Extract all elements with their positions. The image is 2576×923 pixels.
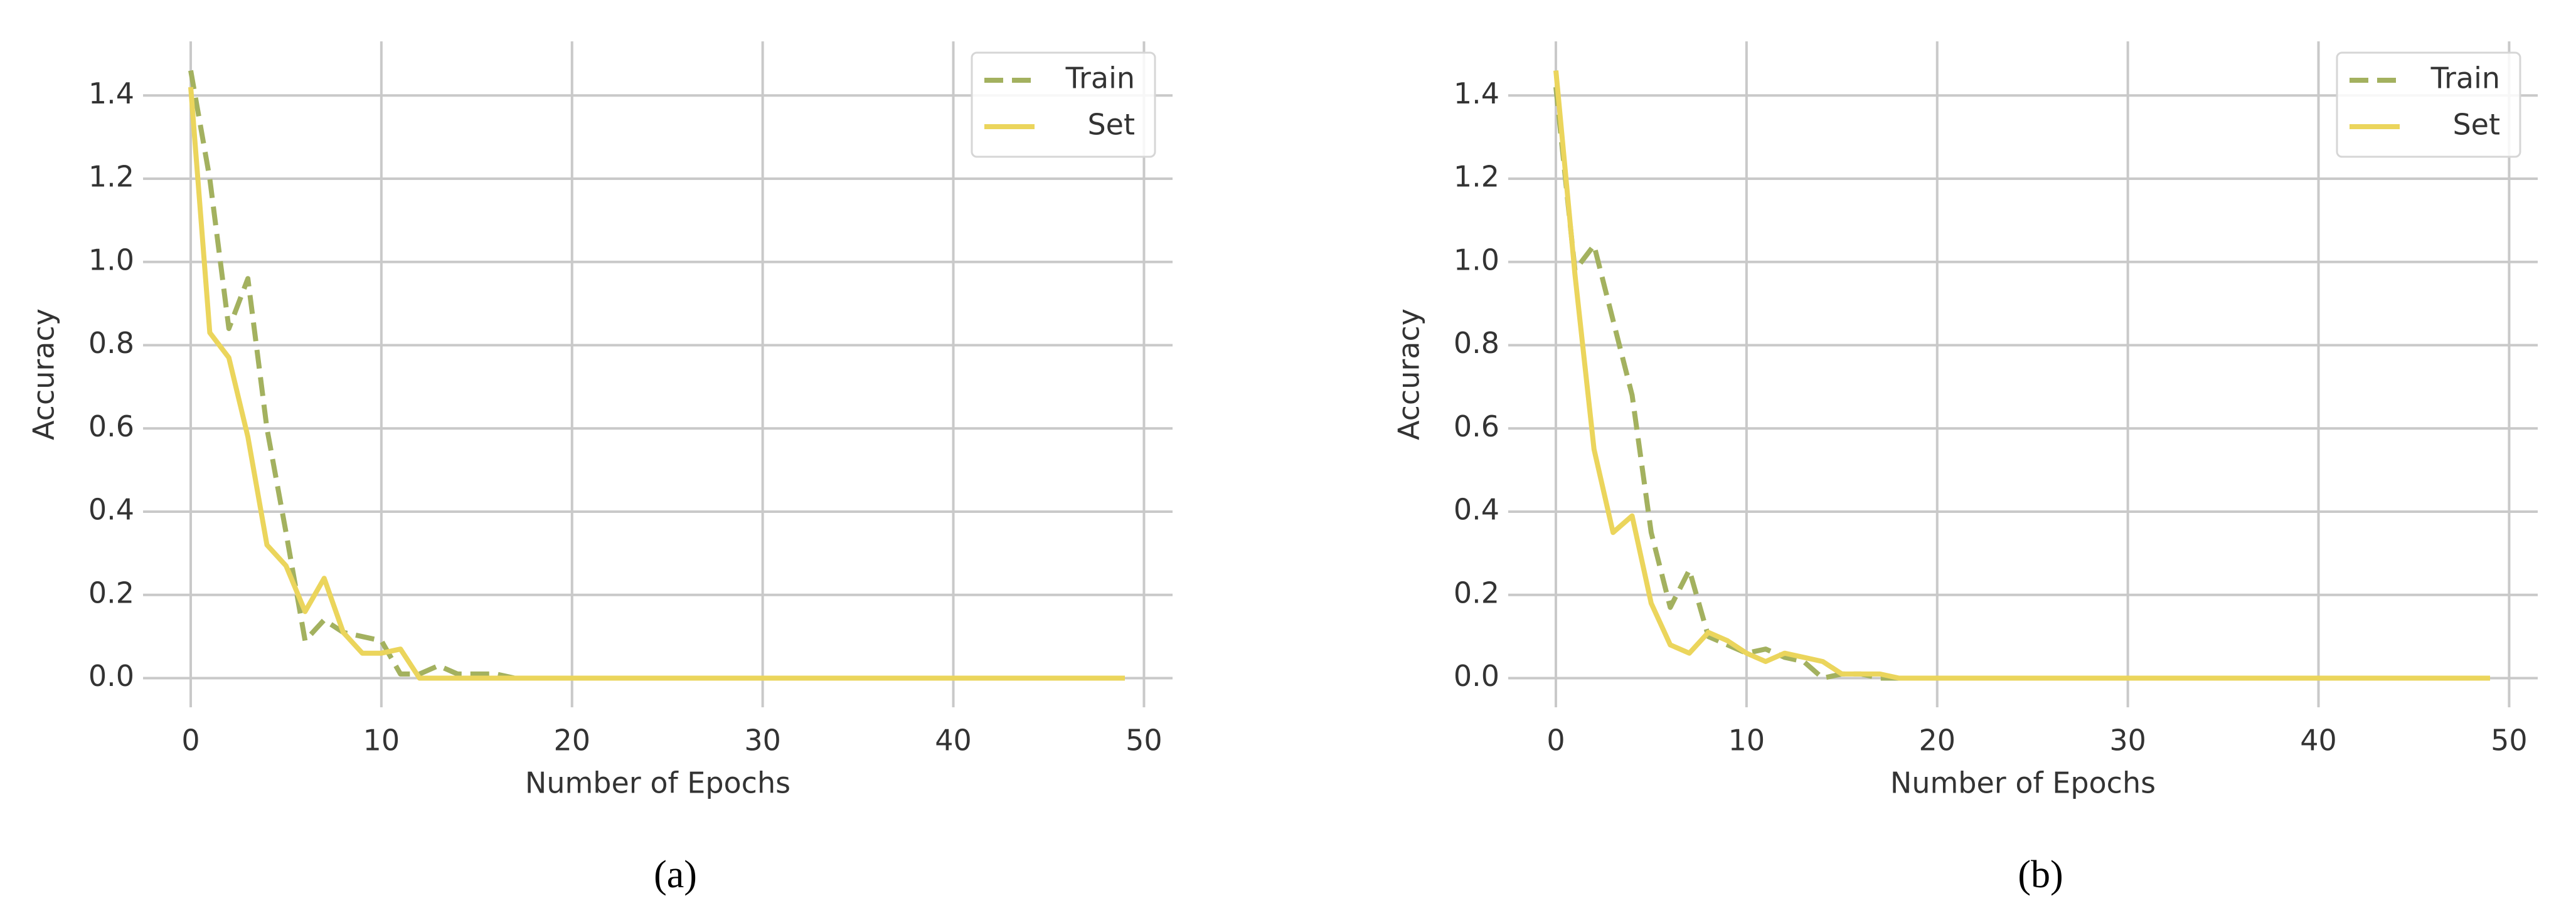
y-tick-label: 0.4 [1454,493,1499,527]
legend-label: Set [2452,108,2500,142]
y-tick-label: 0.4 [88,493,134,527]
legend-label: Train [1065,61,1135,95]
x-tick-label: 30 [744,724,781,757]
legend-label: Set [1087,108,1135,142]
y-tick-label: 0.0 [88,659,134,693]
legend: Train Set [971,51,1156,158]
y-tick-label: 1.0 [1454,243,1499,277]
x-tick-label: 10 [363,724,400,757]
x-axis-label: Number of Epochs [1890,766,2156,800]
y-tick-label: 0.8 [1454,326,1499,360]
caption: (a) [654,853,697,896]
x-tick-label: 20 [1919,724,1956,757]
chart: 0.0 0.2 0.4 0.6 0.8 1.0 1.2 1.4 0 10 20 30 40 50 Numbe… [1392,41,2538,896]
y-tick-label: 1.2 [1454,160,1499,194]
x-tick-label: 40 [2300,724,2337,757]
x-tick-label: 10 [1728,724,1765,757]
x-axis-label: Number of Epochs [525,766,790,800]
x-tick-label: 50 [2491,724,2528,757]
legend: Train Set [2336,51,2521,158]
x-tick-label: 40 [935,724,972,757]
chart: 0.0 0.2 0.4 0.6 0.8 1.0 1.2 1.4 0 10 20 30 40 50 Numbe… [27,41,1173,896]
y-tick-label: 1.0 [88,243,134,277]
y-tick-label: 0.2 [1454,576,1499,609]
x-tick-label: 30 [2109,724,2146,757]
x-tick-label: 50 [1126,724,1163,757]
x-tick-label: 0 [1546,724,1565,757]
x-tick-label: 0 [181,724,200,757]
y-tick-label: 1.4 [1454,76,1499,110]
y-tick-label: 0.6 [1454,409,1499,443]
series-line [188,87,1125,681]
x-tick-label: 20 [553,724,590,757]
series-line [1553,70,2490,681]
y-tick-label: 0.0 [1454,659,1499,693]
y-tick-label: 0.6 [88,409,134,443]
y-tick-label: 0.2 [88,576,134,609]
series-line [1553,87,2490,681]
y-tick-label: 1.4 [88,76,134,110]
series-line [188,70,1125,681]
y-axis-label: Accuracy [1392,309,1426,440]
y-tick-label: 1.2 [88,160,134,194]
y-axis-label: Accuracy [27,309,61,440]
y-tick-label: 0.8 [88,326,134,360]
caption: (b) [2018,853,2063,896]
legend-label: Train [2430,61,2500,95]
